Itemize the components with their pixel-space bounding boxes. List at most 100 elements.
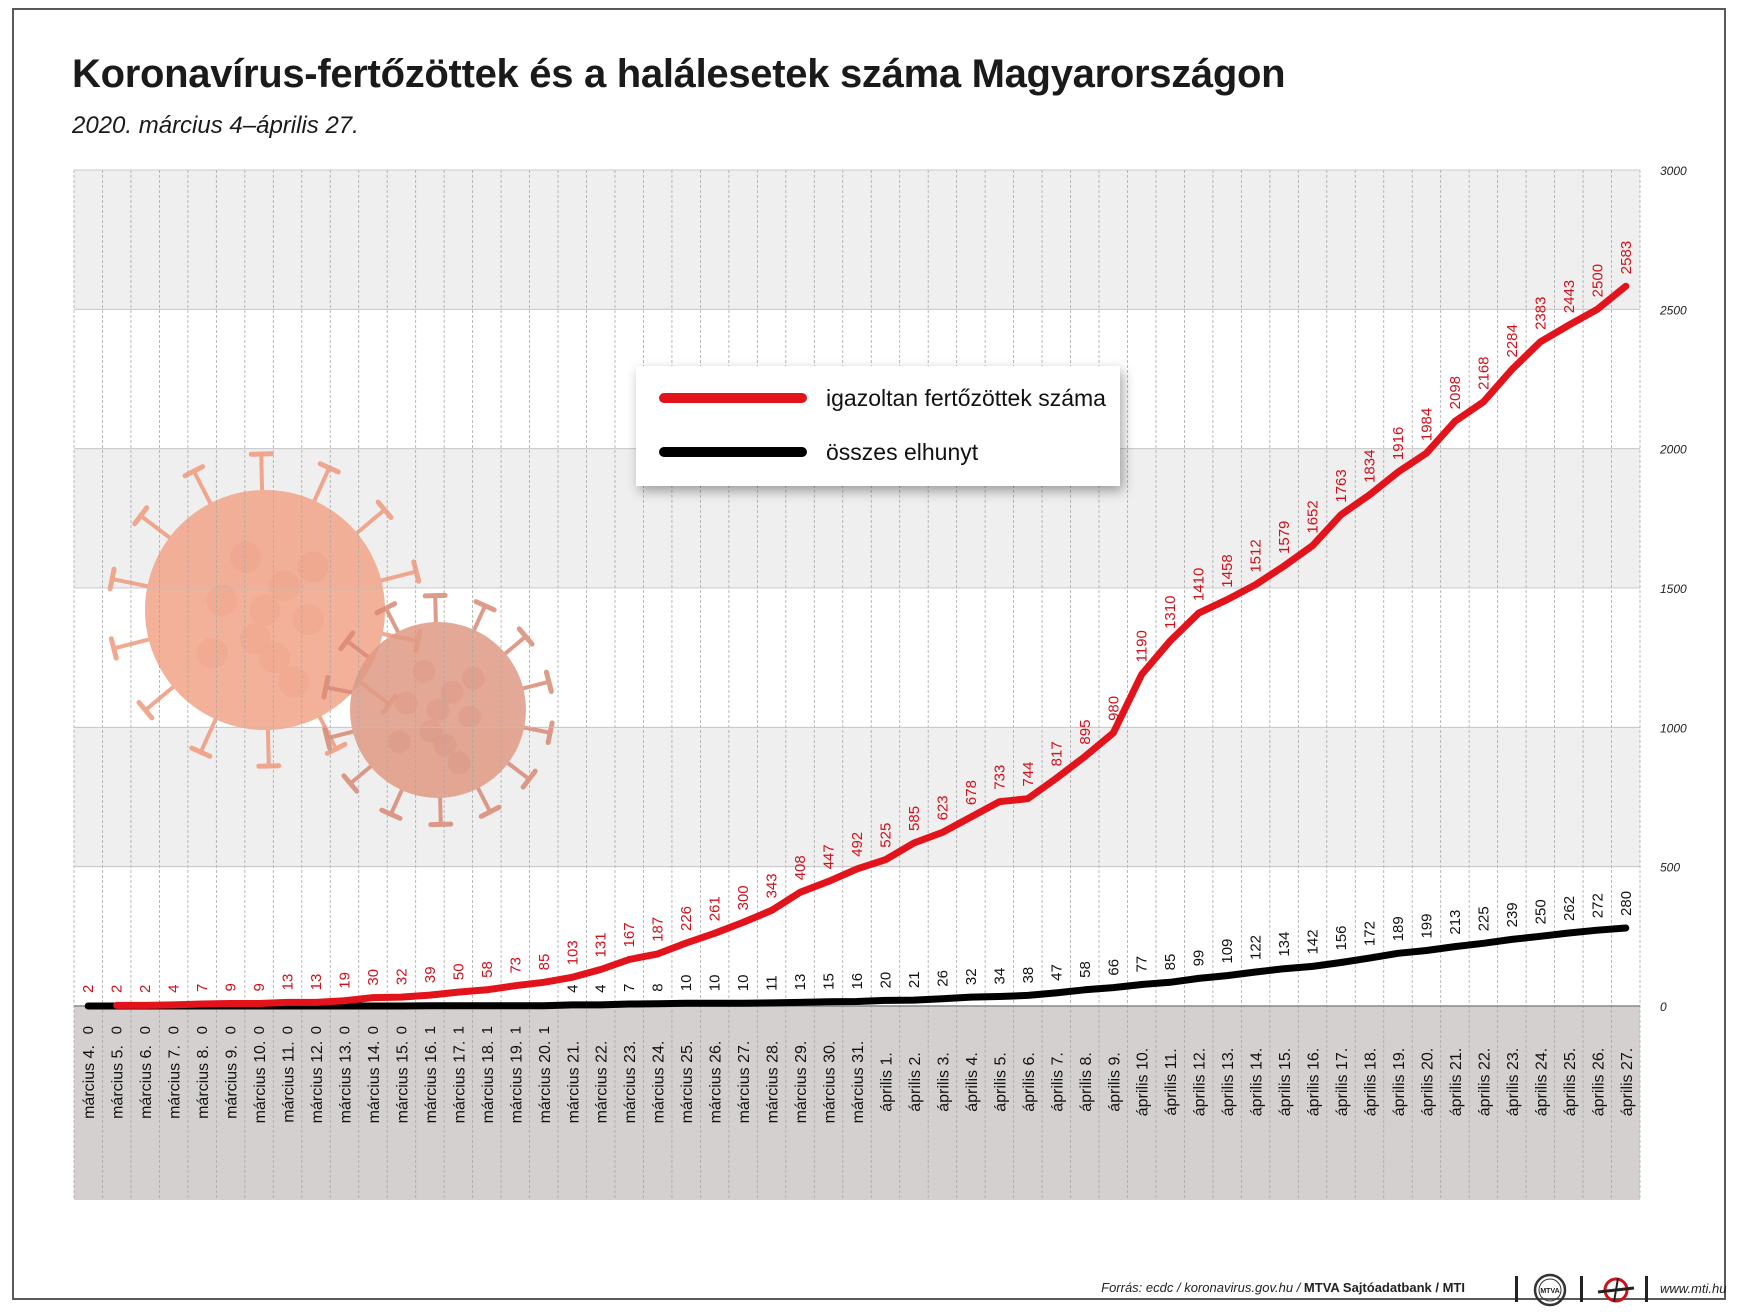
infected-data-label: 1512 xyxy=(1248,539,1265,572)
deaths-data-label: 142 xyxy=(1305,929,1322,954)
deaths-data-label: 32 xyxy=(963,968,980,985)
x-tick-label: április 26. xyxy=(1590,1048,1607,1116)
infected-data-label: 585 xyxy=(906,806,923,831)
deaths-data-label: 156 xyxy=(1333,925,1350,950)
infected-data-label: 1190 xyxy=(1134,630,1151,662)
x-tick-label: április 23. xyxy=(1505,1048,1522,1116)
deaths-data-label: 1 xyxy=(450,1026,467,1034)
deaths-data-label: 0 xyxy=(280,1026,297,1034)
virus-spot xyxy=(447,751,471,775)
y-tick-label: 3000 xyxy=(1660,164,1687,178)
deaths-data-label: 15 xyxy=(821,973,838,990)
infected-data-label: 2284 xyxy=(1504,324,1521,357)
deaths-data-label: 1 xyxy=(536,1026,553,1034)
deaths-data-label: 134 xyxy=(1276,932,1293,957)
x-tick-label: április 22. xyxy=(1476,1048,1493,1116)
deaths-data-label: 189 xyxy=(1390,916,1407,941)
legend-deaths-label: összes elhunyt xyxy=(826,439,979,465)
deaths-data-label: 0 xyxy=(251,1026,268,1034)
virus-spot xyxy=(196,637,228,669)
source-prefix: Forrás: ecdc / koronavirus.gov.hu / xyxy=(1101,1280,1304,1295)
deaths-data-label: 38 xyxy=(1020,967,1037,984)
infected-data-label: 1834 xyxy=(1362,450,1379,483)
footer-separator xyxy=(1580,1276,1583,1302)
infected-data-label: 103 xyxy=(564,940,581,965)
x-tick-label: április 27. xyxy=(1619,1048,1636,1116)
virus-spike-tip xyxy=(338,630,356,652)
x-tick-label: április 9. xyxy=(1106,1052,1123,1112)
x-tick-label: március 13. xyxy=(337,1041,354,1124)
deaths-data-label: 0 xyxy=(308,1026,325,1034)
x-tick-label: április 15. xyxy=(1277,1048,1294,1116)
virus-spike-tip xyxy=(520,768,538,790)
x-tick-label: április 11. xyxy=(1163,1048,1180,1115)
deaths-data-label: 250 xyxy=(1532,899,1549,924)
virus-large-icon xyxy=(107,451,423,769)
infected-data-label: 4 xyxy=(166,985,183,993)
x-tick-label: április 17. xyxy=(1334,1048,1351,1116)
infected-data-label: 9 xyxy=(223,983,240,991)
virus-spike-tip xyxy=(473,599,497,613)
x-tick-label: április 6. xyxy=(1021,1052,1038,1112)
virus-spot xyxy=(230,541,262,573)
infected-data-label: 1310 xyxy=(1162,596,1179,629)
deaths-data-label: 26 xyxy=(934,970,951,987)
deaths-data-label: 0 xyxy=(393,1026,410,1034)
x-tick-label: március 7. xyxy=(167,1045,184,1119)
source-credit: Forrás: ecdc / koronavirus.gov.hu / MTVA… xyxy=(1101,1280,1465,1295)
virus-spot xyxy=(249,594,281,626)
virus-spike-tip xyxy=(379,807,403,821)
virus-spike-tip xyxy=(321,674,331,700)
infected-data-label: 343 xyxy=(764,873,781,898)
infected-data-label: 13 xyxy=(308,974,325,991)
virus-illustration-icon xyxy=(107,451,555,828)
virus-spot xyxy=(259,642,291,674)
x-tick-label: április 1. xyxy=(878,1052,895,1112)
x-tick-label: március 31. xyxy=(850,1041,867,1124)
virus-spike-tip xyxy=(411,559,422,584)
infected-data-label: 980 xyxy=(1105,696,1122,721)
infected-data-label: 2168 xyxy=(1475,356,1492,389)
deaths-data-label: 0 xyxy=(80,1026,97,1034)
deaths-data-label: 199 xyxy=(1418,914,1435,939)
virus-spot xyxy=(458,705,482,729)
infected-data-label: 1916 xyxy=(1390,427,1407,460)
x-tick-label: március 5. xyxy=(110,1045,127,1119)
y-tick-label: 2500 xyxy=(1659,303,1687,317)
website-link[interactable]: www.mti.hu xyxy=(1660,1281,1727,1296)
vertical-gridlines xyxy=(73,169,1641,1200)
x-tick-label: április 4. xyxy=(964,1052,981,1112)
deaths-data-label: 10 xyxy=(707,975,724,992)
deaths-data-label: 172 xyxy=(1362,921,1379,946)
infected-data-label: 678 xyxy=(963,780,980,805)
infected-data-label: 13 xyxy=(280,974,297,991)
virus-spot xyxy=(387,730,411,754)
x-tick-label: április 5. xyxy=(992,1052,1009,1112)
infected-data-label: 85 xyxy=(536,954,553,971)
x-tick-label: március 10. xyxy=(252,1041,269,1124)
virus-spot xyxy=(419,719,443,743)
deaths-data-label: 239 xyxy=(1504,902,1521,927)
virus-spot xyxy=(297,551,329,583)
x-tick-label: március 6. xyxy=(138,1045,155,1119)
infected-data-label: 408 xyxy=(792,855,809,880)
virus-spot xyxy=(440,680,464,704)
x-tick-label: március 21. xyxy=(565,1041,582,1124)
virus-spike-tip xyxy=(375,499,394,520)
footer-separator xyxy=(1645,1276,1648,1302)
deaths-series-line xyxy=(84,924,1630,1010)
virus-spike-tip xyxy=(374,601,398,616)
infected-data-label: 300 xyxy=(735,885,752,910)
source-bold: MTVA Sajtóadatbank / MTI xyxy=(1303,1280,1465,1295)
infected-data-label: 1652 xyxy=(1305,500,1322,533)
deaths-data-label: 0 xyxy=(223,1026,240,1034)
infected-data-label: 1410 xyxy=(1191,568,1208,601)
infected-data-label: 2443 xyxy=(1561,280,1578,313)
virus-small-icon xyxy=(321,592,555,828)
virus-spot xyxy=(239,623,271,655)
virus-spot xyxy=(461,666,485,690)
virus-spike-tip xyxy=(189,745,213,759)
deaths-data-label: 66 xyxy=(1105,959,1122,976)
legend: igazoltan fertőzöttek száma összes elhuny… xyxy=(636,366,1120,486)
